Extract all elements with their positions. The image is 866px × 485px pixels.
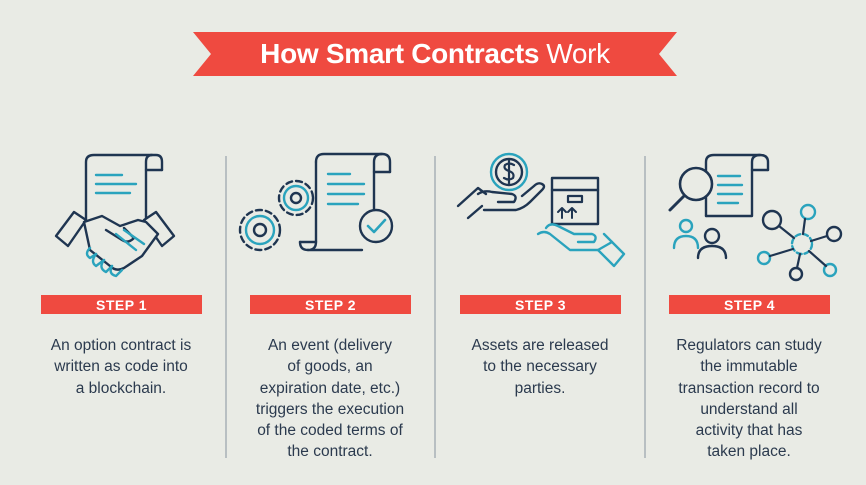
- step-3-description: Assets are released to the necessary par…: [471, 337, 609, 397]
- step-1-label: STEP 1: [41, 295, 202, 314]
- step-2-description: An event (delivery of goods, an expirati…: [255, 337, 405, 461]
- column-divider: [434, 156, 436, 458]
- step-4-description: Regulators can study the immutable trans…: [676, 337, 822, 461]
- page-title: How Smart Contracts Work: [193, 32, 677, 76]
- title-banner: How Smart Contracts Work: [193, 32, 677, 76]
- handshake-contract-icon: [54, 153, 176, 278]
- column-divider: [644, 156, 646, 458]
- gears-contract-check-icon: [238, 152, 394, 252]
- step-2-label: STEP 2: [250, 295, 411, 314]
- magnifier-network-people-icon: [668, 153, 843, 282]
- title-bold: How Smart Contracts: [260, 38, 540, 69]
- step-1-description: An option contract is written as code in…: [50, 337, 192, 397]
- title-light: Work: [546, 38, 610, 69]
- hands-coin-box-icon: [456, 152, 626, 268]
- ribbon-shape: [193, 32, 677, 76]
- column-divider: [225, 156, 227, 458]
- step-4-label: STEP 4: [669, 295, 830, 314]
- step-3-label: STEP 3: [460, 295, 621, 314]
